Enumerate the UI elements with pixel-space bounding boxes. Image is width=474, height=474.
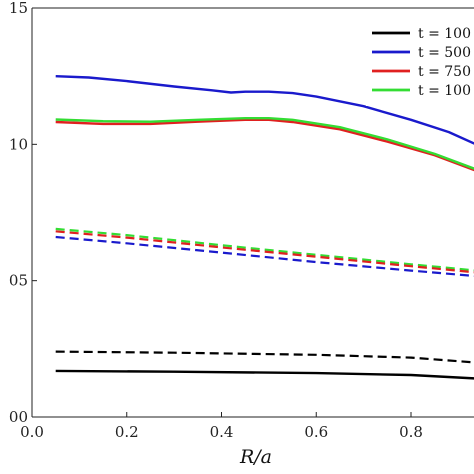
series-layer	[55, 75, 474, 380]
y-tick-label: 15	[9, 0, 28, 17]
x-tick-label: 0.6	[304, 423, 328, 441]
x-axis-label: R/a	[239, 446, 272, 468]
legend-label: t = 100	[418, 26, 471, 42]
x-tick-label: 0.2	[115, 423, 139, 441]
series-line-6-dashed	[55, 350, 474, 364]
series-line-7-solid	[55, 369, 474, 380]
ticks-layer: 0.0 0.2 0.4 0.6 0.8 00 05 10 15	[9, 0, 423, 441]
series-line-4-dashed	[55, 230, 474, 274]
y-tick-label: 10	[9, 135, 28, 153]
series-line-2-solid	[55, 117, 474, 170]
series-line-0-solid	[55, 75, 474, 145]
legend-label: t = 100	[418, 83, 471, 99]
series-line-3-dashed	[55, 227, 474, 272]
legend-label: t = 500	[418, 45, 471, 61]
x-tick-label: 0.0	[20, 423, 44, 441]
y-tick-label: 05	[9, 272, 28, 290]
x-tick-label: 0.4	[210, 423, 234, 441]
legend: t = 100 t = 500 t = 750 t = 100	[366, 14, 474, 106]
y-tick-label: 00	[9, 408, 28, 426]
legend-label: t = 750	[418, 64, 471, 80]
series-line-1-solid	[55, 118, 474, 172]
series-line-5-dashed	[55, 235, 474, 278]
x-tick-label: 0.8	[399, 423, 423, 441]
